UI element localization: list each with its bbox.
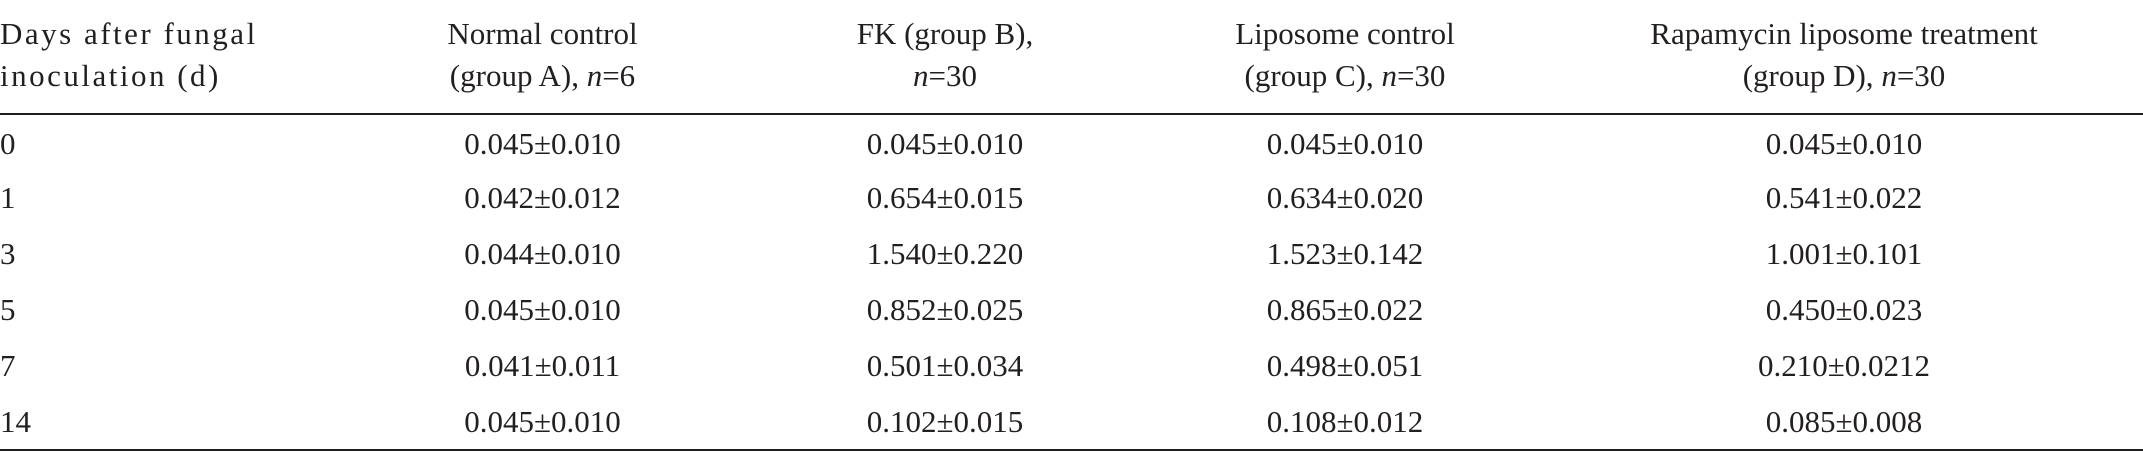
cell-group-d: 0.045±0.010 bbox=[1765, 125, 1923, 161]
cell-day: 5 bbox=[0, 292, 16, 327]
header-group-c-line1: Liposome control bbox=[1235, 15, 1455, 51]
header-group-d-line2: (group D), n=30 bbox=[1742, 57, 1946, 93]
cell-group-a: 0.042±0.012 bbox=[464, 180, 621, 215]
cell-group-b: 0.045±0.010 bbox=[866, 125, 1024, 161]
cell-day: 0 bbox=[0, 125, 16, 161]
cell-group-b: 0.501±0.034 bbox=[866, 348, 1024, 383]
header-days-line1: Days after fungal bbox=[0, 15, 258, 51]
cell-group-c: 0.498±0.051 bbox=[1266, 348, 1424, 383]
table-row: 0 0.045±0.010 0.045±0.010 0.045±0.010 0.… bbox=[0, 114, 2143, 170]
header-group-b-line2: n=30 bbox=[913, 57, 977, 93]
table-row: 1 0.042±0.012 0.654±0.015 0.634±0.020 0.… bbox=[0, 170, 2143, 226]
header-group-d-line1: Rapamycin liposome treatment bbox=[1650, 15, 2038, 51]
cell-group-c: 0.045±0.010 bbox=[1266, 125, 1424, 161]
cell-group-c: 0.108±0.012 bbox=[1266, 403, 1424, 439]
header-group-c: Liposome control (group C), n=30 bbox=[1145, 0, 1545, 114]
header-row: Days after fungal inoculation (d) Normal… bbox=[0, 0, 2143, 114]
cell-group-b: 0.102±0.015 bbox=[866, 403, 1024, 439]
cell-day: 1 bbox=[0, 180, 16, 215]
header-group-d: Rapamycin liposome treatment (group D), … bbox=[1545, 0, 2143, 114]
cell-group-d: 0.210±0.0212 bbox=[1757, 348, 1930, 383]
cell-group-b: 0.852±0.025 bbox=[866, 292, 1024, 327]
table-row: 5 0.045±0.010 0.852±0.025 0.865±0.022 0.… bbox=[0, 282, 2143, 338]
cell-day: 7 bbox=[0, 348, 16, 383]
cell-group-b: 1.540±0.220 bbox=[866, 236, 1024, 271]
cell-group-d: 0.541±0.022 bbox=[1765, 180, 1923, 215]
table-header: Days after fungal inoculation (d) Normal… bbox=[0, 0, 2143, 114]
header-group-a-line1: Normal control bbox=[447, 15, 638, 51]
table-row: 3 0.044±0.010 1.540±0.220 1.523±0.142 1.… bbox=[0, 226, 2143, 282]
header-group-a: Normal control (group A), n=6 bbox=[340, 0, 745, 114]
cell-day: 3 bbox=[0, 236, 16, 271]
header-group-b-line1: FK (group B), bbox=[856, 15, 1034, 51]
table-body: 0 0.045±0.010 0.045±0.010 0.045±0.010 0.… bbox=[0, 114, 2143, 450]
cell-group-d: 0.450±0.023 bbox=[1765, 292, 1923, 327]
header-days: Days after fungal inoculation (d) bbox=[0, 0, 340, 114]
cell-day: 14 bbox=[0, 403, 31, 439]
cell-group-a: 0.045±0.010 bbox=[464, 292, 621, 327]
cell-group-a: 0.045±0.010 bbox=[464, 403, 621, 439]
header-group-a-line2: (group A), n=6 bbox=[449, 57, 636, 93]
cell-group-a: 0.044±0.010 bbox=[464, 236, 621, 271]
cell-group-b: 0.654±0.015 bbox=[866, 180, 1024, 215]
cell-group-d: 0.085±0.008 bbox=[1765, 403, 1923, 439]
table-row: 7 0.041±0.011 0.501±0.034 0.498±0.051 0.… bbox=[0, 338, 2143, 394]
cell-group-a: 0.041±0.011 bbox=[464, 348, 621, 383]
header-group-b: FK (group B), n=30 bbox=[745, 0, 1145, 114]
header-group-c-line2: (group C), n=30 bbox=[1244, 57, 1446, 93]
cell-group-c: 0.865±0.022 bbox=[1266, 292, 1424, 327]
cell-group-d: 1.001±0.101 bbox=[1765, 236, 1923, 271]
cell-group-c: 0.634±0.020 bbox=[1266, 180, 1424, 215]
cell-group-a: 0.045±0.010 bbox=[464, 125, 621, 161]
table-row: 14 0.045±0.010 0.102±0.015 0.108±0.012 0… bbox=[0, 394, 2143, 450]
header-days-line2: inoculation (d) bbox=[0, 57, 221, 93]
cell-group-c: 1.523±0.142 bbox=[1266, 236, 1424, 271]
